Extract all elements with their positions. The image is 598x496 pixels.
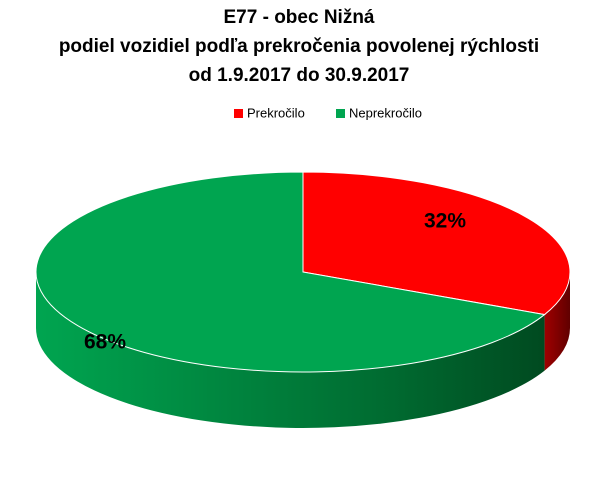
chart-title: od 1.9.2017 do 30.9.2017 [189,65,410,86]
slice-side [544,272,570,371]
legend-label: Prekročilo [247,105,305,120]
legend-swatch [234,109,243,118]
slice [35,171,546,373]
value-label: 32% [424,210,466,233]
value-label: 68% [84,331,126,354]
slice [302,171,571,316]
chart-title: podiel vozidiel podľa prekročenia povole… [59,36,539,57]
legend-swatch [336,109,345,118]
legend-label: Neprekročilo [349,105,422,120]
chart-title: E77 - obec Nižná [224,7,375,28]
slice-side [36,272,545,428]
